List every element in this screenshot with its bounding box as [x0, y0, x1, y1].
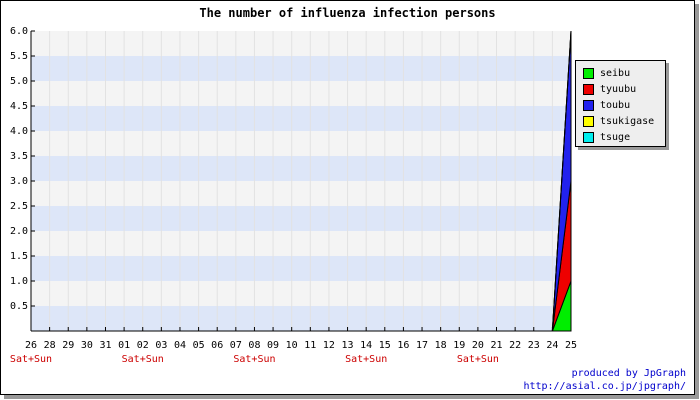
legend-item-tyuubu: tyuubu — [583, 83, 636, 96]
credit-line-1: produced by JpGraph — [571, 368, 686, 379]
x-tick-label: 20 — [472, 340, 484, 351]
y-tick-label: 2.5 — [10, 201, 28, 212]
weekend-label: Sat+Sun — [457, 354, 499, 365]
x-tick-label: 12 — [323, 340, 335, 351]
chart-plot: 0.5 1.0 1.5 2.0 2.5 3.0 3.5 4.0 4.5 5.0 5.5 6.0 26 2… — [10, 26, 577, 365]
legend-label: toubu — [600, 100, 631, 111]
legend-swatch — [583, 67, 594, 79]
x-tick-label: 24 — [546, 340, 558, 351]
legend-swatch — [583, 99, 594, 111]
grid-band — [31, 106, 571, 131]
x-tick-label: 08 — [248, 340, 260, 351]
legend-label: tsukigase — [600, 116, 655, 127]
x-tick-label: 25 — [565, 340, 577, 351]
y-tick-label: 3.0 — [10, 176, 28, 187]
legend-label: seibu — [600, 68, 631, 79]
grid-band — [31, 306, 571, 331]
credit-line-2: http://asial.co.jp/jpgraph/ — [523, 381, 686, 392]
legend-swatch — [583, 131, 594, 143]
legend-item-toubu: toubu — [583, 99, 630, 112]
x-tick-label: 19 — [453, 340, 465, 351]
chart-legend: seibu tyuubu toubu tsukigase tsuge — [575, 60, 666, 147]
x-tick-label: 14 — [360, 340, 372, 351]
x-tick-label: 09 — [267, 340, 279, 351]
weekend-label: Sat+Sun — [233, 354, 275, 365]
grid-band — [31, 156, 571, 181]
chart-title: The number of influenza infection person… — [199, 6, 496, 20]
y-tick-label: 4.5 — [10, 101, 28, 112]
x-tick-label: 03 — [155, 340, 167, 351]
x-tick-label: 17 — [416, 340, 428, 351]
x-tick-label: 28 — [44, 340, 56, 351]
x-tick-label: 05 — [193, 340, 205, 351]
x-tick-label: 10 — [286, 340, 298, 351]
y-tick-label: 1.0 — [10, 276, 28, 287]
legend-label: tsuge — [600, 132, 631, 143]
grid-band — [31, 56, 571, 81]
x-tick-label: 23 — [528, 340, 540, 351]
legend-item-tsuge: tsuge — [583, 131, 630, 144]
y-tick-label: 5.0 — [10, 76, 28, 87]
y-tick-label: 1.5 — [10, 251, 28, 262]
x-tick-label: 29 — [62, 340, 74, 351]
x-tick-label: 04 — [174, 340, 186, 351]
weekend-label: Sat+Sun — [345, 354, 387, 365]
x-tick-label: 31 — [99, 340, 111, 351]
legend-swatch — [583, 83, 594, 95]
x-tick-label: 16 — [397, 340, 409, 351]
x-tick-label: 18 — [435, 340, 447, 351]
y-tick-label: 4.0 — [10, 126, 28, 137]
x-tick-label: 26 — [25, 340, 37, 351]
x-tick-label: 02 — [137, 340, 149, 351]
x-tick-label: 22 — [509, 340, 521, 351]
weekend-label: Sat+Sun — [10, 354, 52, 365]
x-tick-label: 30 — [81, 340, 93, 351]
y-tick-label: 3.5 — [10, 151, 28, 162]
legend-swatch — [583, 115, 594, 127]
x-tick-label: 01 — [118, 340, 130, 351]
legend-label: tyuubu — [600, 84, 637, 95]
x-tick-label: 21 — [490, 340, 502, 351]
x-tick-label: 15 — [379, 340, 391, 351]
y-tick-label: 0.5 — [10, 301, 28, 312]
x-tick-label: 13 — [342, 340, 354, 351]
legend-item-seibu: seibu — [583, 67, 630, 80]
y-tick-label: 6.0 — [10, 26, 28, 37]
grid-band — [31, 256, 571, 281]
x-tick-label: 07 — [230, 340, 242, 351]
x-tick-label: 06 — [211, 340, 223, 351]
x-tick-label: 11 — [304, 340, 316, 351]
y-tick-label: 2.0 — [10, 226, 28, 237]
legend-item-tsukigase: tsukigase — [583, 115, 654, 128]
weekend-label: Sat+Sun — [122, 354, 164, 365]
grid-band — [31, 206, 571, 231]
y-tick-label: 5.5 — [10, 51, 28, 62]
